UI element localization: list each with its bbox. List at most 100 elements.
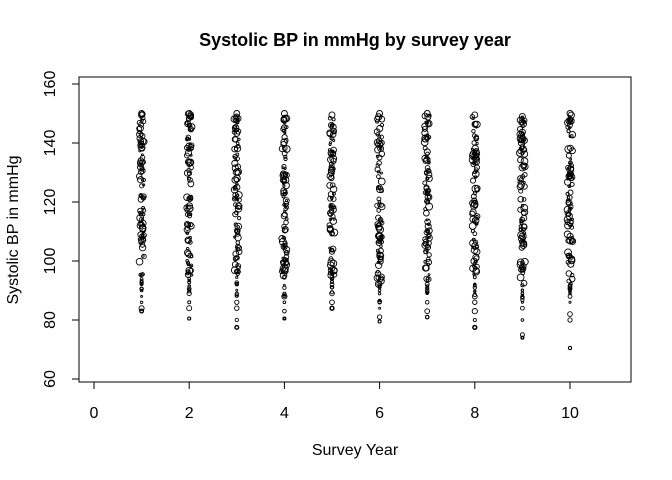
data-point [231, 159, 239, 167]
data-point [517, 181, 525, 189]
data-point [280, 116, 288, 124]
data-point [566, 129, 571, 134]
data-point [187, 279, 191, 283]
data-point [283, 131, 287, 135]
data-point [330, 146, 337, 154]
data-point [569, 117, 574, 122]
data-point [424, 308, 431, 314]
data-point [517, 137, 523, 144]
data-point [138, 110, 146, 117]
data-point [234, 233, 242, 242]
data-point [141, 232, 147, 239]
data-point [426, 121, 430, 125]
x-tick-label: 8 [470, 405, 479, 422]
data-point [472, 275, 477, 280]
data-point [473, 260, 477, 264]
data-point [328, 151, 334, 157]
data-point [231, 164, 239, 172]
data-point [282, 275, 287, 280]
data-point [282, 285, 287, 290]
data-point [568, 300, 572, 304]
data-point [187, 300, 192, 305]
y-tick-label: 140 [42, 130, 59, 157]
data-point [233, 114, 239, 120]
data-point [328, 208, 335, 215]
data-point [140, 294, 144, 298]
data-point [282, 236, 287, 240]
data-point [236, 265, 241, 271]
data-point [472, 324, 478, 331]
data-point [473, 170, 477, 175]
data-point [327, 258, 336, 267]
data-point [188, 235, 192, 240]
data-point [569, 157, 573, 161]
data-point [234, 324, 240, 330]
data-point [378, 298, 382, 302]
data-point [516, 116, 524, 124]
data-point [142, 183, 146, 187]
data-point [186, 146, 192, 152]
data-point [138, 210, 142, 215]
data-point [472, 216, 480, 225]
data-point [423, 110, 431, 117]
data-point [283, 219, 289, 226]
data-point [187, 316, 192, 321]
data-point [472, 285, 477, 290]
data-point [329, 290, 335, 297]
data-point [567, 345, 573, 351]
data-point [279, 268, 285, 275]
data-point [474, 164, 480, 171]
data-point [425, 256, 431, 262]
data-point [138, 244, 147, 252]
data-point [282, 317, 286, 320]
data-point [519, 219, 523, 224]
data-point [136, 159, 144, 166]
data-point [568, 290, 572, 294]
data-point [282, 240, 288, 246]
data-point [138, 272, 143, 277]
data-point [426, 200, 431, 205]
data-point [519, 235, 525, 241]
data-point [378, 306, 382, 310]
data-points [135, 110, 577, 351]
data-point [426, 168, 432, 174]
data-point [519, 120, 528, 128]
data-point [235, 141, 240, 146]
data-point [330, 228, 339, 237]
data-point [520, 283, 525, 288]
data-point [138, 168, 145, 175]
data-point [566, 177, 570, 181]
data-point [282, 184, 286, 188]
data-point [517, 206, 524, 213]
data-point [473, 289, 477, 293]
data-point [520, 305, 525, 311]
data-point [188, 142, 192, 146]
data-point [569, 237, 576, 244]
data-point [423, 260, 428, 264]
data-point [328, 142, 332, 147]
data-point [235, 248, 243, 256]
data-point [187, 123, 196, 131]
data-point [470, 147, 474, 151]
y-tick-label: 80 [42, 311, 59, 329]
data-point [474, 187, 480, 193]
x-tick-label: 6 [375, 405, 384, 422]
data-point [283, 154, 288, 159]
data-point [422, 236, 429, 243]
data-point [186, 262, 191, 267]
data-point [186, 176, 191, 181]
data-point [329, 245, 337, 253]
data-point [468, 156, 477, 164]
data-point [567, 144, 574, 152]
data-point [187, 222, 195, 230]
data-point [234, 205, 243, 213]
data-point [569, 202, 573, 206]
x-axis: 0 2 4 6 8 10 [90, 381, 579, 422]
data-point [326, 130, 334, 138]
data-point [185, 110, 193, 117]
data-point [326, 182, 333, 189]
data-point [472, 231, 478, 237]
data-point [567, 311, 573, 317]
data-point [328, 256, 334, 262]
data-point [425, 286, 429, 290]
